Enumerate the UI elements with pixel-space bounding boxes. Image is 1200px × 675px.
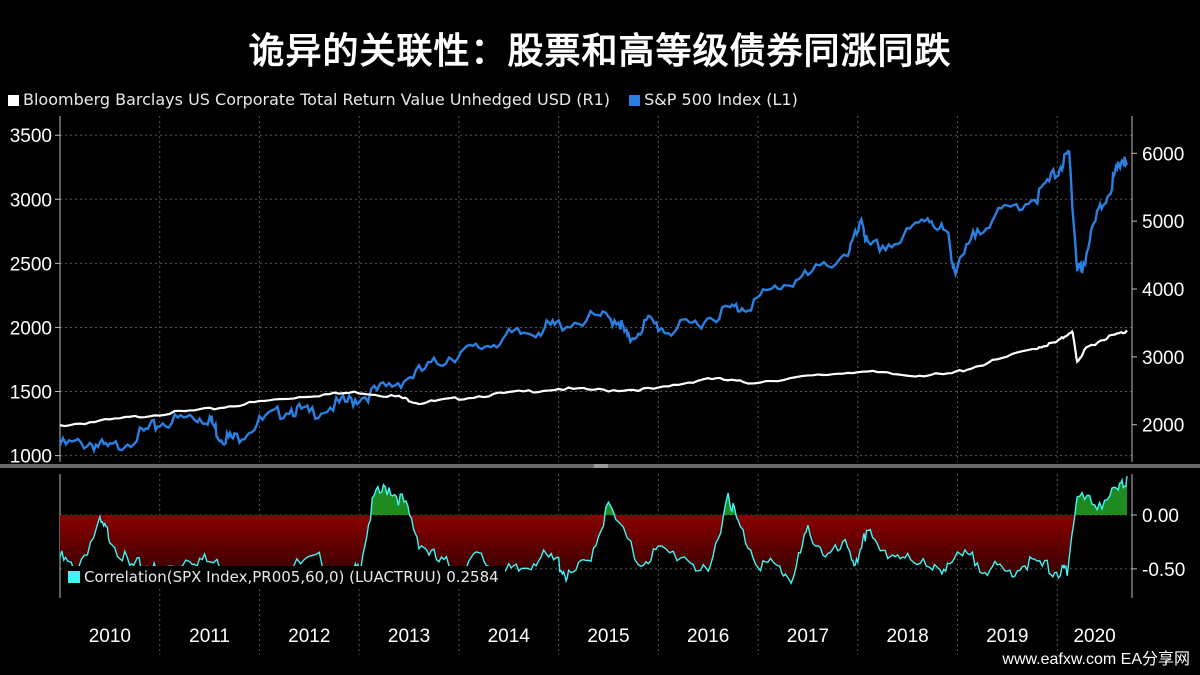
panel-separator-handle: [594, 464, 608, 468]
x-tick-label: 2014: [488, 626, 531, 647]
corr-tick-label: -0.50: [1142, 560, 1185, 581]
x-tick-label: 2020: [1073, 626, 1115, 647]
right-tick-label: 6000: [1142, 144, 1184, 165]
correlation-legend-swatch: [68, 571, 80, 583]
main-legend: Bloomberg Barclays US Corporate Total Re…: [8, 90, 812, 109]
x-tick-label: 2010: [89, 626, 131, 647]
x-tick-label: 2011: [189, 626, 230, 647]
corr-tick-label: 0.00: [1142, 506, 1179, 527]
right-tick-label: 4000: [1142, 280, 1184, 301]
correlation-legend-label: Correlation(SPX Index,PR005,60,0) (LUACT…: [84, 568, 499, 586]
left-tick-label: 1000: [10, 447, 52, 468]
legend-swatch-bond: [8, 95, 19, 106]
spx-series-line: [58, 149, 1129, 454]
correlation-legend: Correlation(SPX Index,PR005,60,0) (LUACT…: [64, 566, 505, 588]
x-tick-label: 2016: [687, 626, 729, 647]
chart-title: 诡异的关联性：股票和高等级债券同涨同跌: [248, 31, 952, 72]
legend-item-bond: Bloomberg Barclays US Corporate Total Re…: [8, 90, 610, 109]
x-tick-label: 2017: [787, 626, 829, 647]
watermark: www.eafxw.com EA分享网: [1002, 651, 1190, 668]
x-tick-label: 2015: [587, 626, 629, 647]
x-tick-label: 2018: [886, 626, 928, 647]
bond-series-line: [59, 329, 1128, 428]
left-tick-label: 3000: [10, 190, 52, 211]
left-tick-label: 1500: [10, 383, 52, 404]
legend-item-spx: S&P 500 Index (L1): [629, 90, 798, 109]
right-tick-label: 3000: [1142, 348, 1184, 369]
legend-swatch-spx: [629, 95, 641, 106]
x-tick-label: 2019: [986, 626, 1028, 647]
left-tick-label: 3500: [10, 126, 52, 147]
x-tick-label: 2013: [388, 626, 430, 647]
left-tick-label: 2000: [10, 318, 52, 339]
right-tick-label: 5000: [1142, 212, 1184, 233]
correlation-positive-area: [60, 476, 1128, 515]
x-tick-label: 2012: [288, 626, 330, 647]
legend-label-spx: S&P 500 Index (L1): [644, 90, 798, 109]
left-tick-label: 2500: [10, 254, 52, 275]
legend-label-bond: Bloomberg Barclays US Corporate Total Re…: [23, 90, 611, 109]
right-tick-label: 2000: [1142, 416, 1184, 437]
